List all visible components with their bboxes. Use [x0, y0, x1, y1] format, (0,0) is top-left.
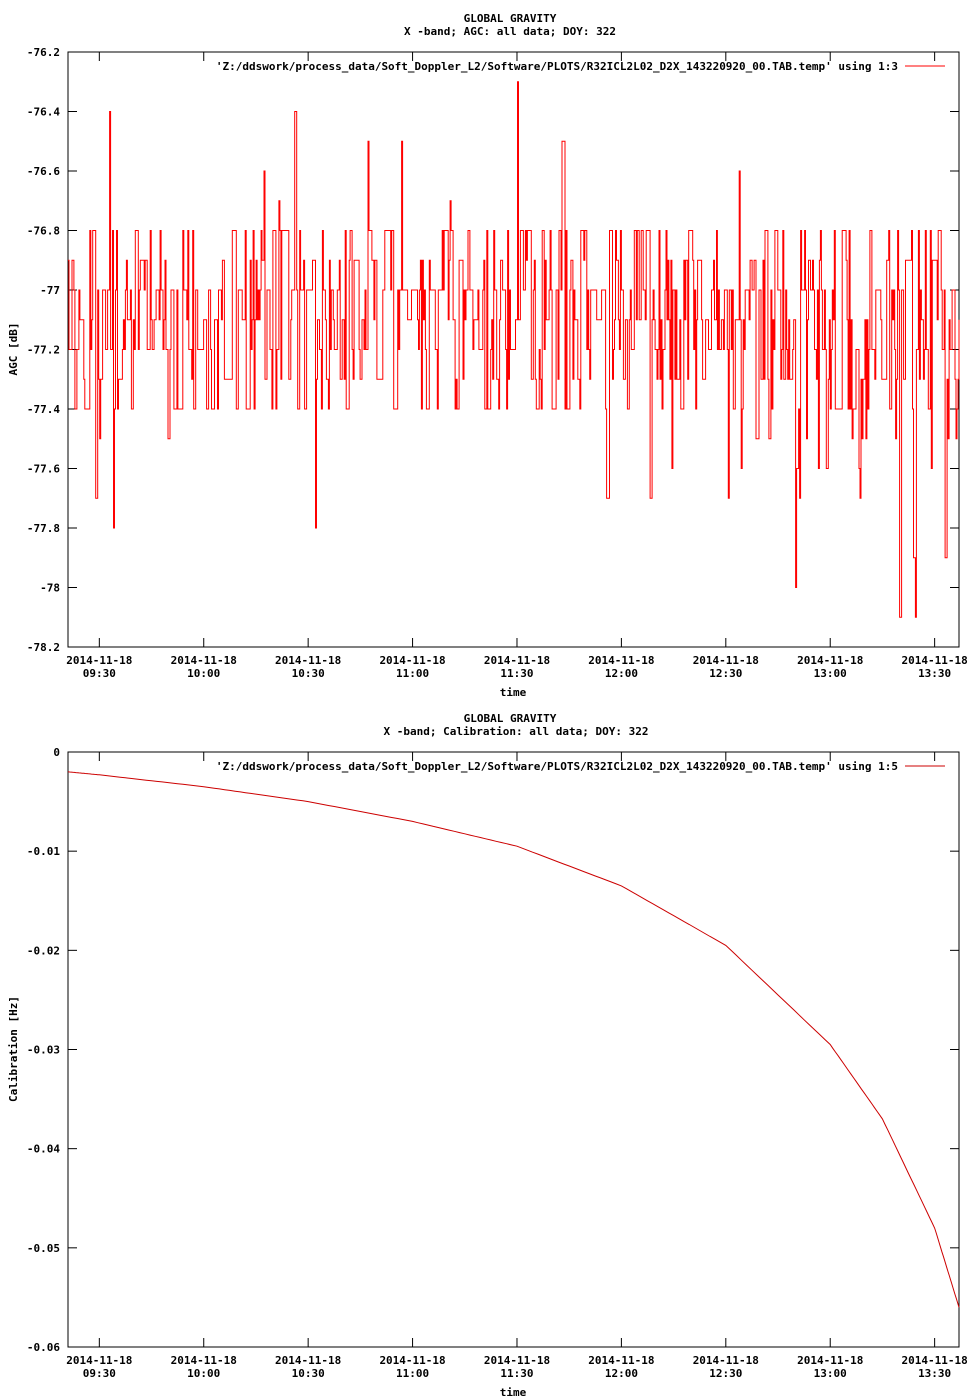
x-tick-label: 10:00: [187, 667, 220, 680]
agc-chart-title: GLOBAL GRAVITY: [464, 12, 557, 25]
series-line: [67, 771, 960, 1308]
calibration-plot-frame: [67, 751, 960, 1348]
agc-x-axis: 2014-11-1809:302014-11-1810:002014-11-18…: [66, 52, 968, 680]
x-tick-label: 2014-11-18: [379, 1354, 445, 1367]
x-tick-label: 2014-11-18: [588, 1354, 654, 1367]
x-tick-label: 13:30: [918, 667, 951, 680]
y-tick-label: -78: [40, 582, 60, 595]
x-tick-label: 2014-11-18: [484, 1354, 550, 1367]
x-tick-label: 2014-11-18: [693, 654, 759, 667]
y-tick-label: -0.04: [27, 1143, 60, 1156]
agc-chart-subtitle: X -band; AGC: all data; DOY: 322: [404, 25, 616, 38]
y-tick-label: -77.4: [27, 403, 60, 416]
calibration-y-axis-label: Calibration [Hz]: [7, 996, 20, 1102]
y-tick-label: -77.2: [27, 344, 60, 357]
x-tick-label: 11:30: [500, 667, 533, 680]
x-tick-label: 2014-11-18: [902, 654, 968, 667]
x-tick-label: 09:30: [83, 667, 116, 680]
x-tick-label: 2014-11-18: [275, 1354, 341, 1367]
x-tick-label: 2014-11-18: [797, 1354, 863, 1367]
y-tick-label: -76.2: [27, 46, 60, 59]
x-tick-label: 2014-11-18: [693, 1354, 759, 1367]
y-tick-label: -0.06: [27, 1341, 60, 1354]
x-tick-label: 12:00: [605, 667, 638, 680]
x-tick-label: 13:30: [918, 1367, 951, 1380]
y-tick-label: -0.02: [27, 944, 60, 957]
x-tick-label: 2014-11-18: [66, 1354, 132, 1367]
x-tick-label: 2014-11-18: [588, 654, 654, 667]
x-tick-label: 13:00: [814, 667, 847, 680]
calibration-x-axis-label: time: [500, 1386, 527, 1399]
x-tick-label: 12:30: [709, 667, 742, 680]
calibration-x-axis: 2014-11-1809:302014-11-1810:002014-11-18…: [66, 752, 968, 1380]
agc-legend-label: 'Z:/ddswork/process_data/Soft_Doppler_L2…: [216, 60, 898, 73]
y-tick-label: -78.2: [27, 641, 60, 654]
x-tick-label: 10:00: [187, 1367, 220, 1380]
y-tick-label: -77: [40, 284, 60, 297]
x-tick-label: 2014-11-18: [797, 654, 863, 667]
calibration-chart-subtitle: X -band; Calibration: all data; DOY: 322: [384, 725, 649, 738]
series-line: [68, 81, 960, 618]
x-tick-label: 2014-11-18: [171, 1354, 237, 1367]
x-tick-label: 2014-11-18: [902, 1354, 968, 1367]
y-tick-label: -76.6: [27, 165, 60, 178]
x-tick-label: 12:30: [709, 1367, 742, 1380]
y-tick-label: -0.03: [27, 1044, 60, 1057]
x-tick-label: 2014-11-18: [484, 654, 550, 667]
agc-x-axis-label: time: [500, 686, 527, 699]
x-tick-label: 11:00: [396, 667, 429, 680]
agc-series: [68, 81, 960, 618]
agc-chart: GLOBAL GRAVITY X -band; AGC: all data; D…: [7, 12, 968, 699]
x-tick-label: 2014-11-18: [66, 654, 132, 667]
y-tick-label: 0: [53, 746, 60, 759]
x-tick-label: 2014-11-18: [171, 654, 237, 667]
y-tick-label: -76.4: [27, 106, 60, 119]
calibration-chart: GLOBAL GRAVITY X -band; Calibration: all…: [7, 712, 968, 1399]
x-tick-label: 13:00: [814, 1367, 847, 1380]
x-tick-label: 2014-11-18: [275, 654, 341, 667]
x-tick-label: 12:00: [605, 1367, 638, 1380]
y-tick-label: -76.8: [27, 225, 60, 238]
agc-y-axis-label: AGC [dB]: [7, 323, 20, 376]
x-tick-label: 11:00: [396, 1367, 429, 1380]
agc-y-axis: -76.2 -76.4 -76.6 -76.8 -77 -77.2 -77.4 -77.6 -7…: [27, 46, 959, 654]
calibration-y-axis: 0 -0.01 -0.02 -0.03 -0.04 -0.05 -0.06: [27, 746, 959, 1354]
y-tick-label: -0.01: [27, 845, 60, 858]
y-tick-label: -0.05: [27, 1242, 60, 1255]
y-tick-label: -77.8: [27, 522, 60, 535]
x-tick-label: 10:30: [292, 1367, 325, 1380]
x-tick-label: 10:30: [292, 667, 325, 680]
x-tick-label: 2014-11-18: [379, 654, 445, 667]
calibration-chart-title: GLOBAL GRAVITY: [464, 712, 557, 725]
calibration-legend-label: 'Z:/ddswork/process_data/Soft_Doppler_L2…: [216, 760, 898, 773]
x-tick-label: 09:30: [83, 1367, 116, 1380]
y-tick-label: -77.6: [27, 463, 60, 476]
calibration-series: [67, 771, 960, 1308]
x-tick-label: 11:30: [500, 1367, 533, 1380]
